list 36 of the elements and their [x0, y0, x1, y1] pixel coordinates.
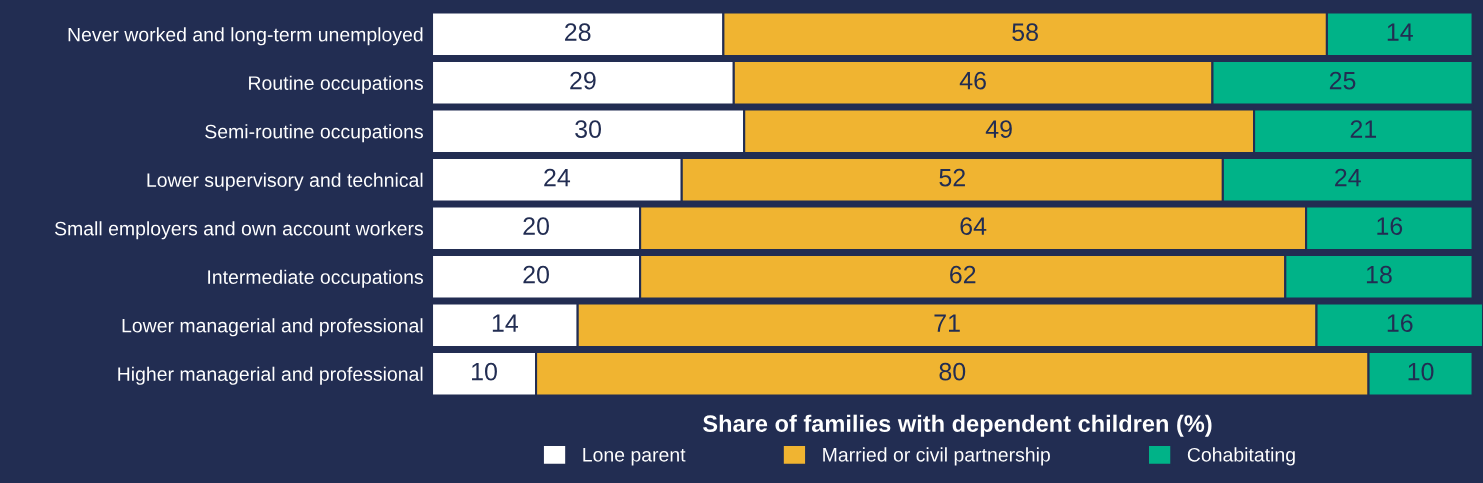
- data-label: 21: [1350, 120, 1377, 138]
- data-label: 24: [1335, 168, 1361, 187]
- data-label: 24: [544, 168, 571, 187]
- data-label: 64: [960, 217, 987, 235]
- y-tick-label: Semi-routine occupations: [205, 124, 423, 143]
- data-label: 46: [959, 71, 986, 90]
- data-label: 25: [1329, 71, 1356, 90]
- y-tick-label: Higher managerial and professional: [118, 366, 423, 385]
- y-tick-label: Small employers and own account workers: [54, 221, 423, 240]
- y-tick-label: Lower supervisory and technical: [147, 172, 423, 191]
- data-label: 52: [939, 168, 965, 187]
- data-label: 16: [1377, 217, 1403, 235]
- data-label: 71: [934, 314, 960, 332]
- data-label: 49: [985, 120, 1012, 138]
- data-label: 14: [1387, 23, 1413, 41]
- y-tick-label: Never worked and long-term unemployed: [68, 27, 423, 46]
- legend-label: Cohabitating: [1187, 447, 1295, 466]
- y-tick-label: Routine occupations: [249, 75, 423, 94]
- data-label: 30: [575, 120, 602, 138]
- data-label: 18: [1366, 265, 1392, 284]
- data-label: 58: [1012, 23, 1038, 41]
- data-label: 28: [565, 23, 591, 41]
- data-label: 14: [492, 314, 519, 332]
- data-label: 29: [570, 71, 596, 90]
- y-tick-label: Lower managerial and professional: [122, 318, 423, 337]
- data-label: 10: [1408, 362, 1434, 381]
- legend-label: Married or civil partnership: [823, 447, 1050, 466]
- data-label: 20: [523, 265, 549, 284]
- data-label: 62: [950, 265, 976, 284]
- data-label: 80: [939, 362, 966, 381]
- data-label: 20: [523, 217, 549, 235]
- x-axis-title: Share of families with dependent children (%): [703, 414, 1212, 437]
- y-tick-label: Intermediate occupations: [208, 269, 423, 288]
- legend-label: Lone parent: [583, 448, 686, 466]
- data-label: 10: [472, 362, 497, 381]
- data-label: 16: [1387, 314, 1413, 332]
